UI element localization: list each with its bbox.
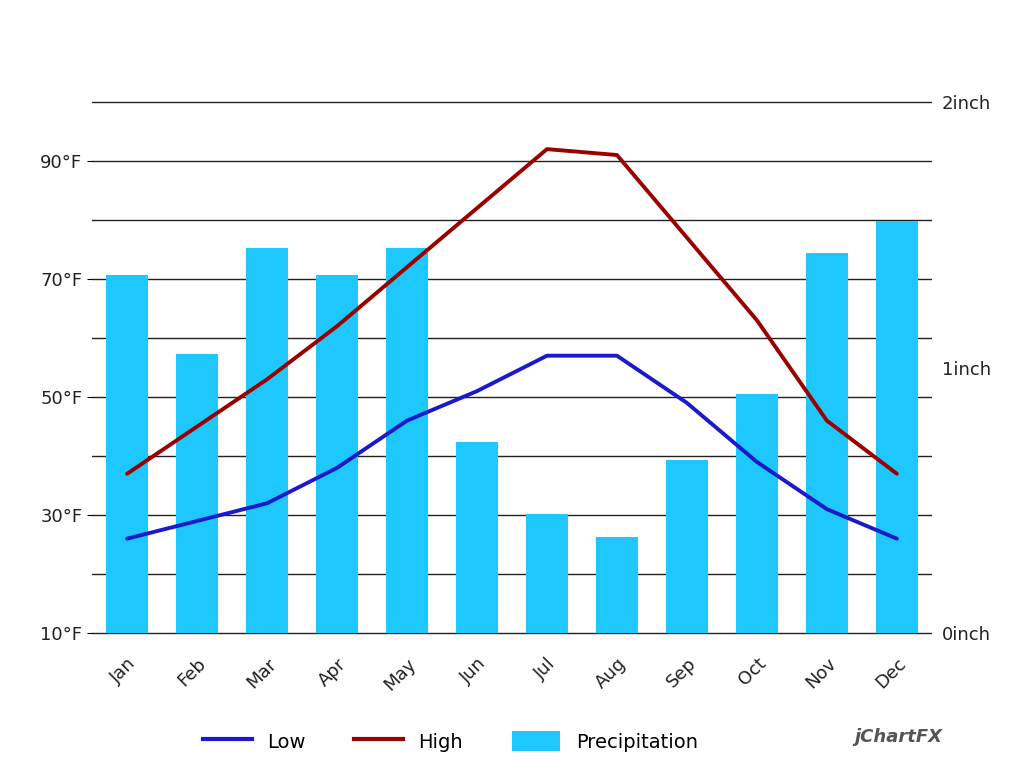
- Bar: [666, 461, 708, 633]
- Text: jChartFX: jChartFX: [854, 728, 942, 746]
- Bar: [246, 248, 288, 633]
- Bar: [876, 221, 918, 633]
- Bar: [806, 253, 848, 633]
- Bar: [526, 514, 568, 633]
- Bar: [316, 274, 358, 633]
- Bar: [386, 248, 428, 633]
- Bar: [176, 354, 218, 633]
- Bar: [596, 538, 638, 633]
- Bar: [456, 442, 498, 633]
- Bar: [736, 394, 778, 633]
- Legend: Low, High, Precipitation: Low, High, Precipitation: [196, 723, 706, 759]
- Bar: [106, 274, 148, 633]
